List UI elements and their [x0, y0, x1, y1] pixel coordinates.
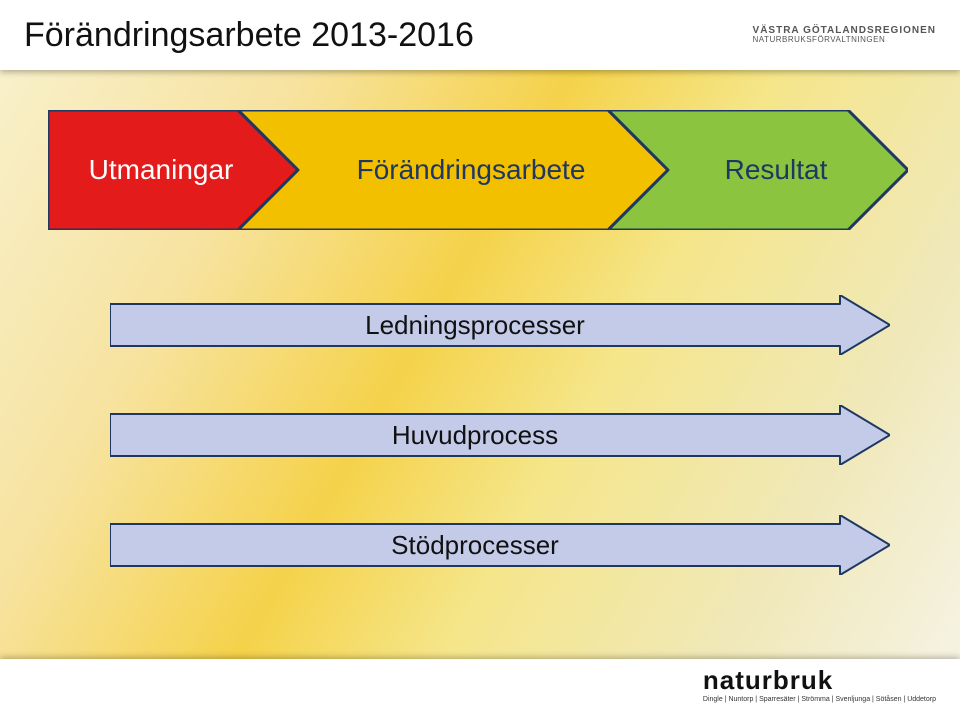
- brand-name: naturbruk: [703, 665, 833, 695]
- chevron-1: Förändringsarbete: [238, 110, 668, 230]
- footer: naturbruk Dingle | Nuntorp | Sparresäter…: [0, 659, 960, 709]
- brand-logo: naturbruk Dingle | Nuntorp | Sparresäter…: [703, 665, 936, 703]
- page-title: Förändringsarbete 2013-2016: [24, 16, 474, 55]
- header: Förändringsarbete 2013-2016 VÄSTRA GÖTAL…: [0, 0, 960, 70]
- logo-subline: NATURBRUKSFÖRVALTNINGEN: [753, 36, 936, 45]
- process-arrow-label-1: Huvudprocess: [110, 405, 890, 465]
- chevron-label-2: Resultat: [608, 110, 908, 230]
- process-arrow-list: Ledningsprocesser Huvudprocess Stödprocess…: [110, 295, 890, 625]
- chevron-label-1: Förändringsarbete: [238, 110, 668, 230]
- brand-subline: Dingle | Nuntorp | Sparresäter | Strömma…: [703, 696, 936, 703]
- process-arrow-label-2: Stödprocesser: [110, 515, 890, 575]
- process-arrow-0: Ledningsprocesser: [110, 295, 890, 355]
- process-arrow-label-0: Ledningsprocesser: [110, 295, 890, 355]
- region-logo: VÄSTRA GÖTALANDSREGIONEN NATURBRUKSFÖRVA…: [753, 25, 936, 45]
- chevron-flow: UtmaningarFörändringsarbeteResultat: [48, 110, 912, 230]
- chevron-2: Resultat: [608, 110, 908, 230]
- process-arrow-1: Huvudprocess: [110, 405, 890, 465]
- process-arrow-2: Stödprocesser: [110, 515, 890, 575]
